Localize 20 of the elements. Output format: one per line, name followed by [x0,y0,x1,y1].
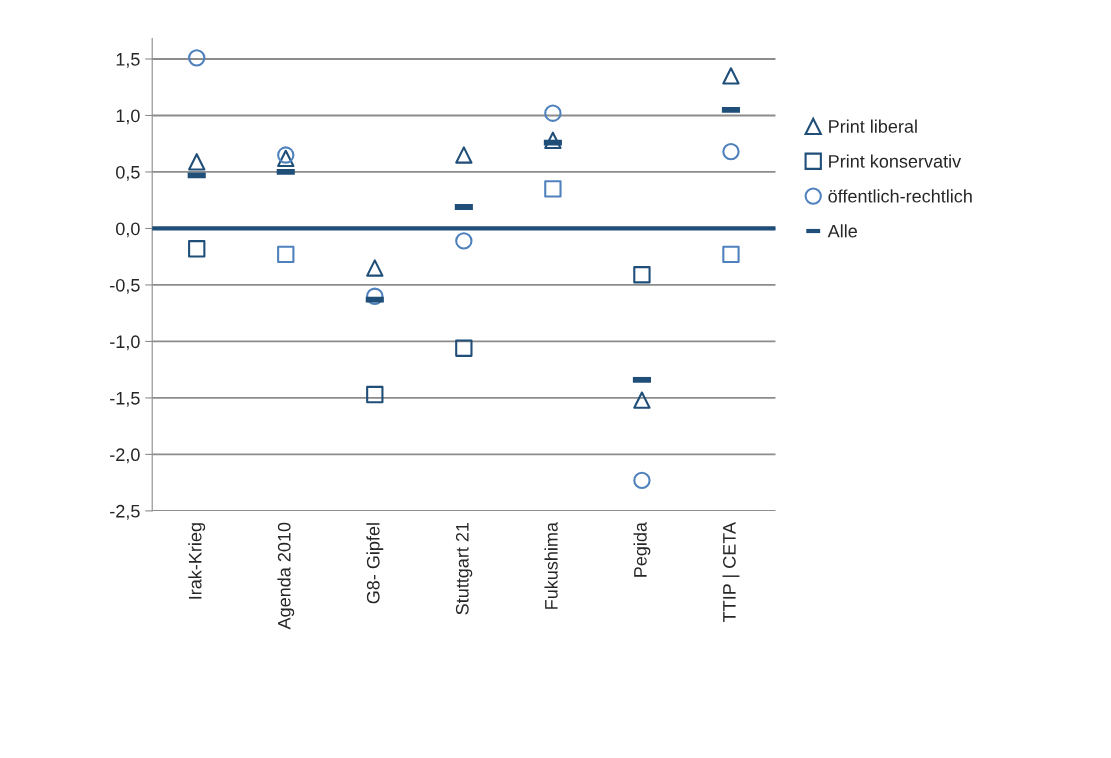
x-tick-label: Agenda 2010 [277,522,295,630]
x-tick-label: Stuttgart 21 [455,522,473,615]
y-tick-label: -0,5 [110,278,140,294]
y-tick-label: -1,5 [110,392,140,407]
legend-label: Alle [827,224,857,238]
x-tick-label: G8- Gipfel [366,523,384,604]
y-tick-label: 0,5 [116,165,140,181]
y-tick-label: -1,0 [110,335,140,351]
x-tick-label: Irak-Krieg [188,523,206,599]
x-tick-label: Fukushima [544,522,558,609]
y-tick-label: -2,0 [110,448,140,464]
legend-label: Print liberal [829,119,917,133]
y-tick-label: 1,5 [116,53,140,68]
y-tick-label: -2,5 [110,504,140,520]
x-tick-label: Pegida [633,522,651,577]
legend-label: Print konservativ [829,154,962,168]
x-tick-label: TTIP | CETA [722,522,740,622]
legend-label: öffentlich-rechtlich [828,189,972,203]
y-tick-label: 0,0 [116,222,140,238]
y-tick-label: 1,0 [116,109,140,125]
